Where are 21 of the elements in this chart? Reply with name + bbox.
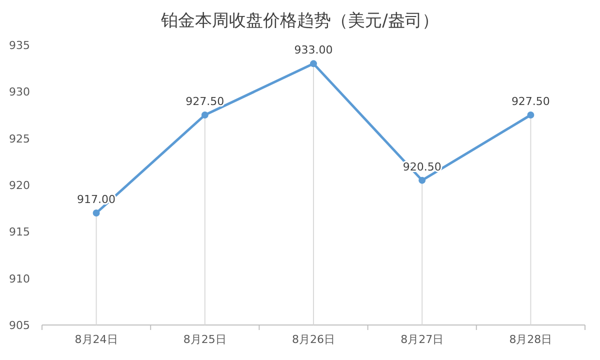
x-tick-label: 8月28日	[509, 333, 552, 346]
y-tick-label: 920	[9, 179, 30, 192]
text: 927.50	[511, 95, 550, 108]
x-tick-label: 8月24日	[74, 333, 118, 346]
point	[310, 60, 317, 68]
x-tick-label: 8月25日	[183, 333, 226, 346]
point	[527, 112, 534, 118]
point	[418, 176, 426, 184]
y-tick-label: 905	[9, 319, 30, 332]
y-tick-label: 935	[9, 39, 30, 52]
y-tick-label: 910	[9, 272, 30, 286]
y-tick-label: 915	[9, 226, 30, 239]
x-tick-label: 8月27日	[400, 333, 444, 346]
x-tick-label: 8月26日	[292, 333, 335, 346]
y-tick-label: 925	[9, 132, 30, 146]
chart-title: 铂金本周收盘价格趋势（美元/盎司）	[160, 11, 439, 31]
point	[92, 210, 100, 216]
point	[201, 112, 208, 118]
text: 933.00	[294, 44, 333, 57]
y-tick-label: 930	[9, 86, 30, 99]
text: 927.50	[186, 95, 224, 108]
